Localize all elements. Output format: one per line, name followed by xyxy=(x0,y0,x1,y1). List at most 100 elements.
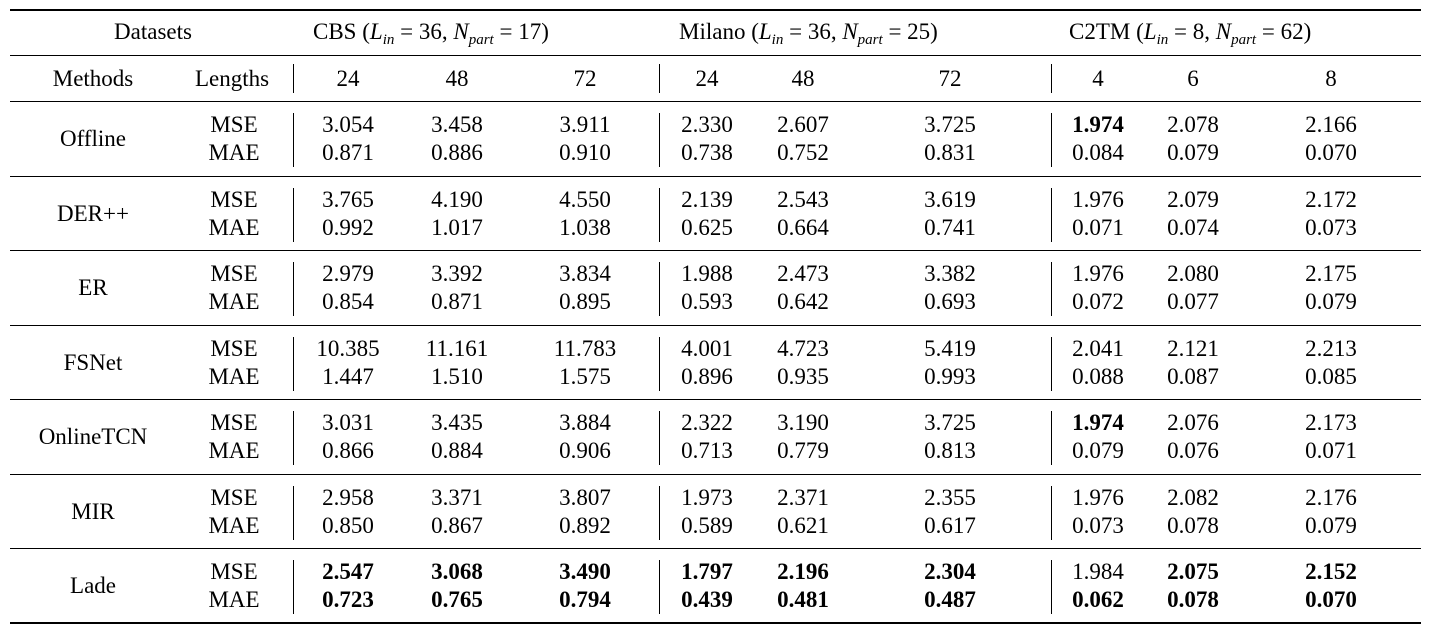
lin-symbol: L xyxy=(369,19,383,44)
horizon-length-header: 6 xyxy=(1187,66,1199,91)
table-cell: 2.355 xyxy=(924,485,976,510)
column-separator xyxy=(1051,560,1053,614)
table-cell: 0.077 xyxy=(1167,289,1219,314)
table-cell: 0.625 xyxy=(681,215,733,240)
table-cell: 2.079 xyxy=(1167,187,1219,212)
table-cell: 0.935 xyxy=(777,364,829,389)
npart-subscript: part xyxy=(1231,32,1257,48)
table-cell: 0.084 xyxy=(1072,140,1124,165)
table-cell: 2.473 xyxy=(777,261,829,286)
table-cell: 0.079 xyxy=(1167,140,1219,165)
table-cell: 0.693 xyxy=(924,289,976,314)
table-cell: 2.322 xyxy=(681,410,733,435)
metric-label: MSE xyxy=(210,410,258,435)
table-cell: 0.439 xyxy=(681,587,733,612)
table-cell: 0.831 xyxy=(924,140,976,165)
method-name: Lade xyxy=(70,573,116,598)
dataset-group-header: C2TM (Lin = 8, Npart = 62) xyxy=(1069,19,1312,48)
table-cell: 2.041 xyxy=(1072,336,1124,361)
table-cell: 0.867 xyxy=(431,513,483,538)
table-cell: 0.892 xyxy=(559,513,611,538)
table-cell: 1.984 xyxy=(1072,559,1124,584)
table-cell: 3.619 xyxy=(924,187,976,212)
table-cell: 0.794 xyxy=(559,587,611,612)
table-cell: 0.487 xyxy=(924,587,976,612)
table-cell: 0.910 xyxy=(559,140,611,165)
column-separator xyxy=(293,64,295,93)
table-cell: 0.741 xyxy=(924,215,976,240)
table-rule xyxy=(10,325,1421,327)
table-cell: 0.642 xyxy=(777,289,829,314)
methods-header: Methods xyxy=(52,66,134,91)
table-cell: 0.076 xyxy=(1167,438,1219,463)
table-cell: 0.071 xyxy=(1305,438,1357,463)
table-cell: 2.958 xyxy=(322,485,374,510)
table-rule xyxy=(10,622,1421,625)
lin-subscript: in xyxy=(382,32,395,48)
table-cell: 2.172 xyxy=(1305,187,1357,212)
column-separator xyxy=(1051,113,1053,167)
table-cell: 2.304 xyxy=(924,559,976,584)
table-cell: 3.458 xyxy=(431,112,483,137)
method-name: ER xyxy=(78,275,108,300)
method-name: Offline xyxy=(59,126,127,151)
table-cell: 0.070 xyxy=(1305,587,1357,612)
metric-label: MAE xyxy=(208,140,260,165)
table-cell: 0.886 xyxy=(431,140,483,165)
metric-label: MSE xyxy=(210,485,258,510)
method-name: OnlineTCN xyxy=(38,424,148,449)
table-cell: 2.173 xyxy=(1305,410,1357,435)
table-cell: 0.884 xyxy=(431,438,483,463)
column-separator xyxy=(659,64,661,93)
table-cell: 2.175 xyxy=(1305,261,1357,286)
table-rule xyxy=(10,250,1421,252)
table-cell: 0.992 xyxy=(322,215,374,240)
dataset-group-header: Milano (Lin = 36, Npart = 25) xyxy=(679,19,938,48)
npart-symbol: N xyxy=(842,19,858,44)
table-cell: 10.385 xyxy=(316,336,380,361)
column-separator xyxy=(659,113,661,167)
table-rule xyxy=(10,176,1421,178)
table-cell: 2.547 xyxy=(322,559,374,584)
column-separator xyxy=(1051,337,1053,391)
metric-label: MAE xyxy=(208,289,260,314)
horizon-length-header: 48 xyxy=(445,66,469,91)
table-cell: 2.152 xyxy=(1305,559,1357,584)
npart-symbol: N xyxy=(453,19,469,44)
table-cell: 0.854 xyxy=(322,289,374,314)
table-cell: 1.976 xyxy=(1072,187,1124,212)
table-cell: 2.196 xyxy=(777,559,829,584)
table-cell: 4.190 xyxy=(431,187,483,212)
table-cell: 2.979 xyxy=(322,261,374,286)
table-cell: 1.988 xyxy=(681,261,733,286)
table-cell: 1.974 xyxy=(1072,112,1124,137)
table-cell: 2.076 xyxy=(1167,410,1219,435)
table-cell: 0.079 xyxy=(1305,289,1357,314)
table-cell: 0.072 xyxy=(1072,289,1124,314)
table-rule xyxy=(10,9,1421,12)
table-cell: 2.371 xyxy=(777,485,829,510)
table-cell: 0.895 xyxy=(559,289,611,314)
table-cell: 3.834 xyxy=(559,261,611,286)
lengths-header: Lengths xyxy=(194,66,270,91)
datasets-header: Datasets xyxy=(114,19,192,44)
table-cell: 0.723 xyxy=(322,587,374,612)
metric-label: MSE xyxy=(210,187,258,212)
table-cell: 0.078 xyxy=(1167,513,1219,538)
metric-label: MAE xyxy=(208,438,260,463)
table-cell: 1.976 xyxy=(1072,485,1124,510)
table-cell: 2.121 xyxy=(1167,336,1219,361)
dataset-name: Milano xyxy=(679,19,746,44)
table-cell: 3.435 xyxy=(431,410,483,435)
column-separator xyxy=(659,560,661,614)
lin-subscript: in xyxy=(771,32,784,48)
table-cell: 4.723 xyxy=(777,336,829,361)
table-cell: 1.974 xyxy=(1072,410,1124,435)
table-cell: 0.079 xyxy=(1072,438,1124,463)
table-cell: 3.054 xyxy=(322,112,374,137)
method-name: DER++ xyxy=(57,201,129,226)
table-cell: 0.779 xyxy=(777,438,829,463)
table-cell: 3.884 xyxy=(559,410,611,435)
metric-label: MSE xyxy=(210,261,258,286)
table-cell: 0.752 xyxy=(777,140,829,165)
